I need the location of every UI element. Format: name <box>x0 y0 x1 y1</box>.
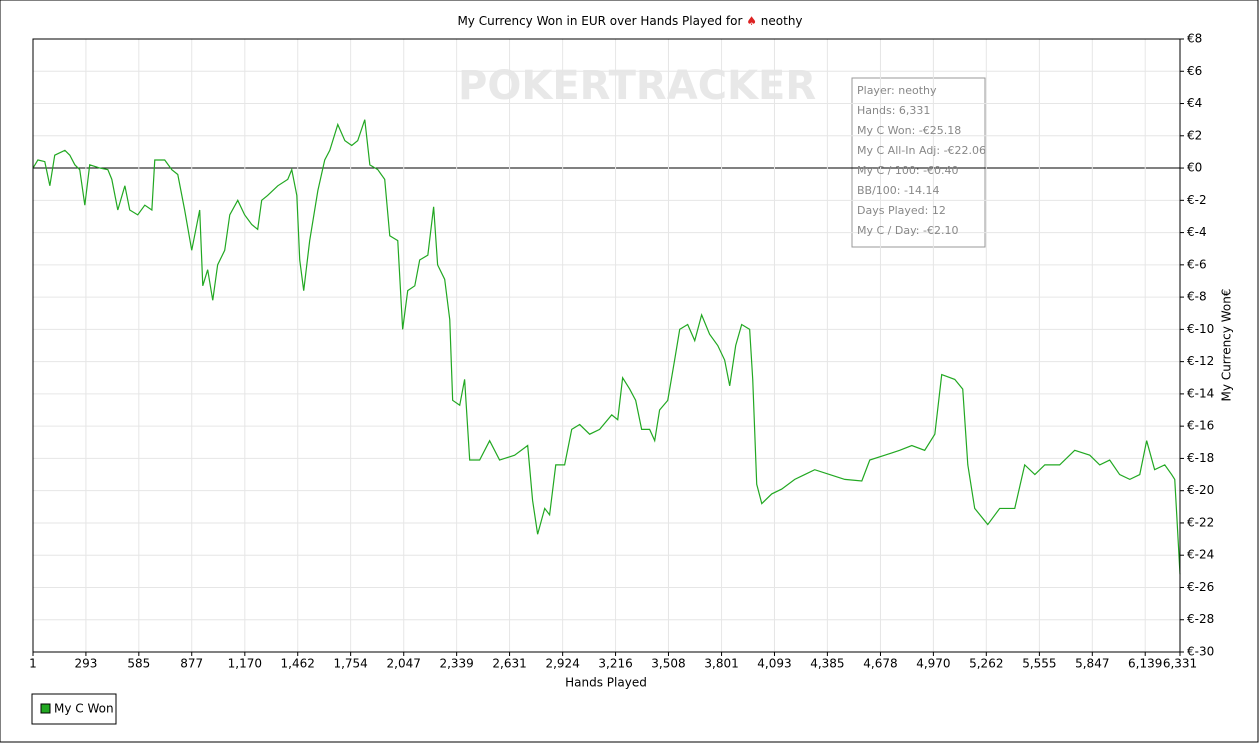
y-tick-label: €-6 <box>1187 257 1207 271</box>
x-tick-label: 293 <box>74 657 97 671</box>
y-tick-label: €2 <box>1187 128 1202 142</box>
x-tick-label: 4,093 <box>757 657 791 671</box>
plot-border <box>32 38 1181 653</box>
y-axis-label: My Currency Won€ <box>1220 289 1234 402</box>
x-tick-label: 5,555 <box>1022 657 1056 671</box>
title-text: My Currency Won in EUR over Hands Played… <box>457 14 742 28</box>
spade-icon: ♠ <box>742 14 760 28</box>
y-tick-label: €-8 <box>1187 290 1207 304</box>
tooltip-line: My C All-In Adj: -€22.06 <box>857 144 986 157</box>
y-tick-label: €-2 <box>1187 193 1207 207</box>
tooltip-line: Player: neothy <box>857 84 937 97</box>
y-tick-label: €-4 <box>1187 225 1207 239</box>
legend-label: My C Won <box>54 702 114 716</box>
tooltip-box <box>851 77 986 248</box>
watermark: POKERTRACKER <box>458 63 816 109</box>
y-tick-label: €-26 <box>1187 580 1214 594</box>
y-tick-label: €-28 <box>1187 612 1214 626</box>
y-tick-label: €-22 <box>1187 515 1214 529</box>
y-tick-label: €6 <box>1187 64 1202 78</box>
tooltip-line: Days Played: 12 <box>857 204 946 217</box>
y-tick-label: €-16 <box>1187 419 1214 433</box>
y-tick-label: €-20 <box>1187 483 1214 497</box>
x-tick-label: 2,631 <box>492 657 526 671</box>
x-tick-label: 877 <box>180 657 203 671</box>
x-tick-label: 1,462 <box>281 657 315 671</box>
x-tick-label: 2,924 <box>545 657 579 671</box>
y-tick-label: €-10 <box>1187 322 1214 336</box>
y-tick-label: €8 <box>1187 32 1202 46</box>
x-tick-label: 1,170 <box>228 657 262 671</box>
y-tick-label: €-30 <box>1187 645 1214 659</box>
x-tick-label: 3,508 <box>651 657 685 671</box>
y-tick-label: €4 <box>1187 96 1202 110</box>
x-tick-label: 4,678 <box>863 657 897 671</box>
x-tick-label: 5,847 <box>1075 657 1109 671</box>
tooltip-line: Hands: 6,331 <box>857 104 930 117</box>
y-tick-label: €-14 <box>1187 386 1214 400</box>
x-tick-label: 1,754 <box>333 657 367 671</box>
x-tick-label: 3,216 <box>598 657 632 671</box>
x-tick-label: 6,331 <box>1163 657 1197 671</box>
legend-swatch <box>40 703 51 714</box>
tooltip-line: My C / 100: -€0.40 <box>857 164 959 177</box>
data-line <box>32 119 1181 575</box>
y-tick-label: €-12 <box>1187 354 1214 368</box>
x-tick-label: 585 <box>127 657 150 671</box>
tooltip-line: My C / Day: -€2.10 <box>857 224 958 237</box>
y-tick-label: €0 <box>1187 161 1202 175</box>
tooltip-line: BB/100: -14.14 <box>857 184 939 197</box>
y-tick-label: €-18 <box>1187 451 1214 465</box>
x-axis-label: Hands Played <box>565 676 647 690</box>
x-tick-label: 1 <box>29 657 37 671</box>
x-tick-label: 6,139 <box>1128 657 1162 671</box>
y-tick-label: €-24 <box>1187 548 1214 562</box>
x-tick-label: 2,047 <box>387 657 421 671</box>
player-name: neothy <box>761 14 803 28</box>
x-tick-label: 5,262 <box>969 657 1003 671</box>
chart-title: My Currency Won in EUR over Hands Played… <box>457 14 802 28</box>
x-tick-label: 4,385 <box>810 657 844 671</box>
x-tick-label: 4,970 <box>916 657 950 671</box>
x-tick-label: 3,801 <box>704 657 738 671</box>
x-tick-label: 2,339 <box>439 657 473 671</box>
tooltip-line: My C Won: -€25.18 <box>857 124 961 137</box>
